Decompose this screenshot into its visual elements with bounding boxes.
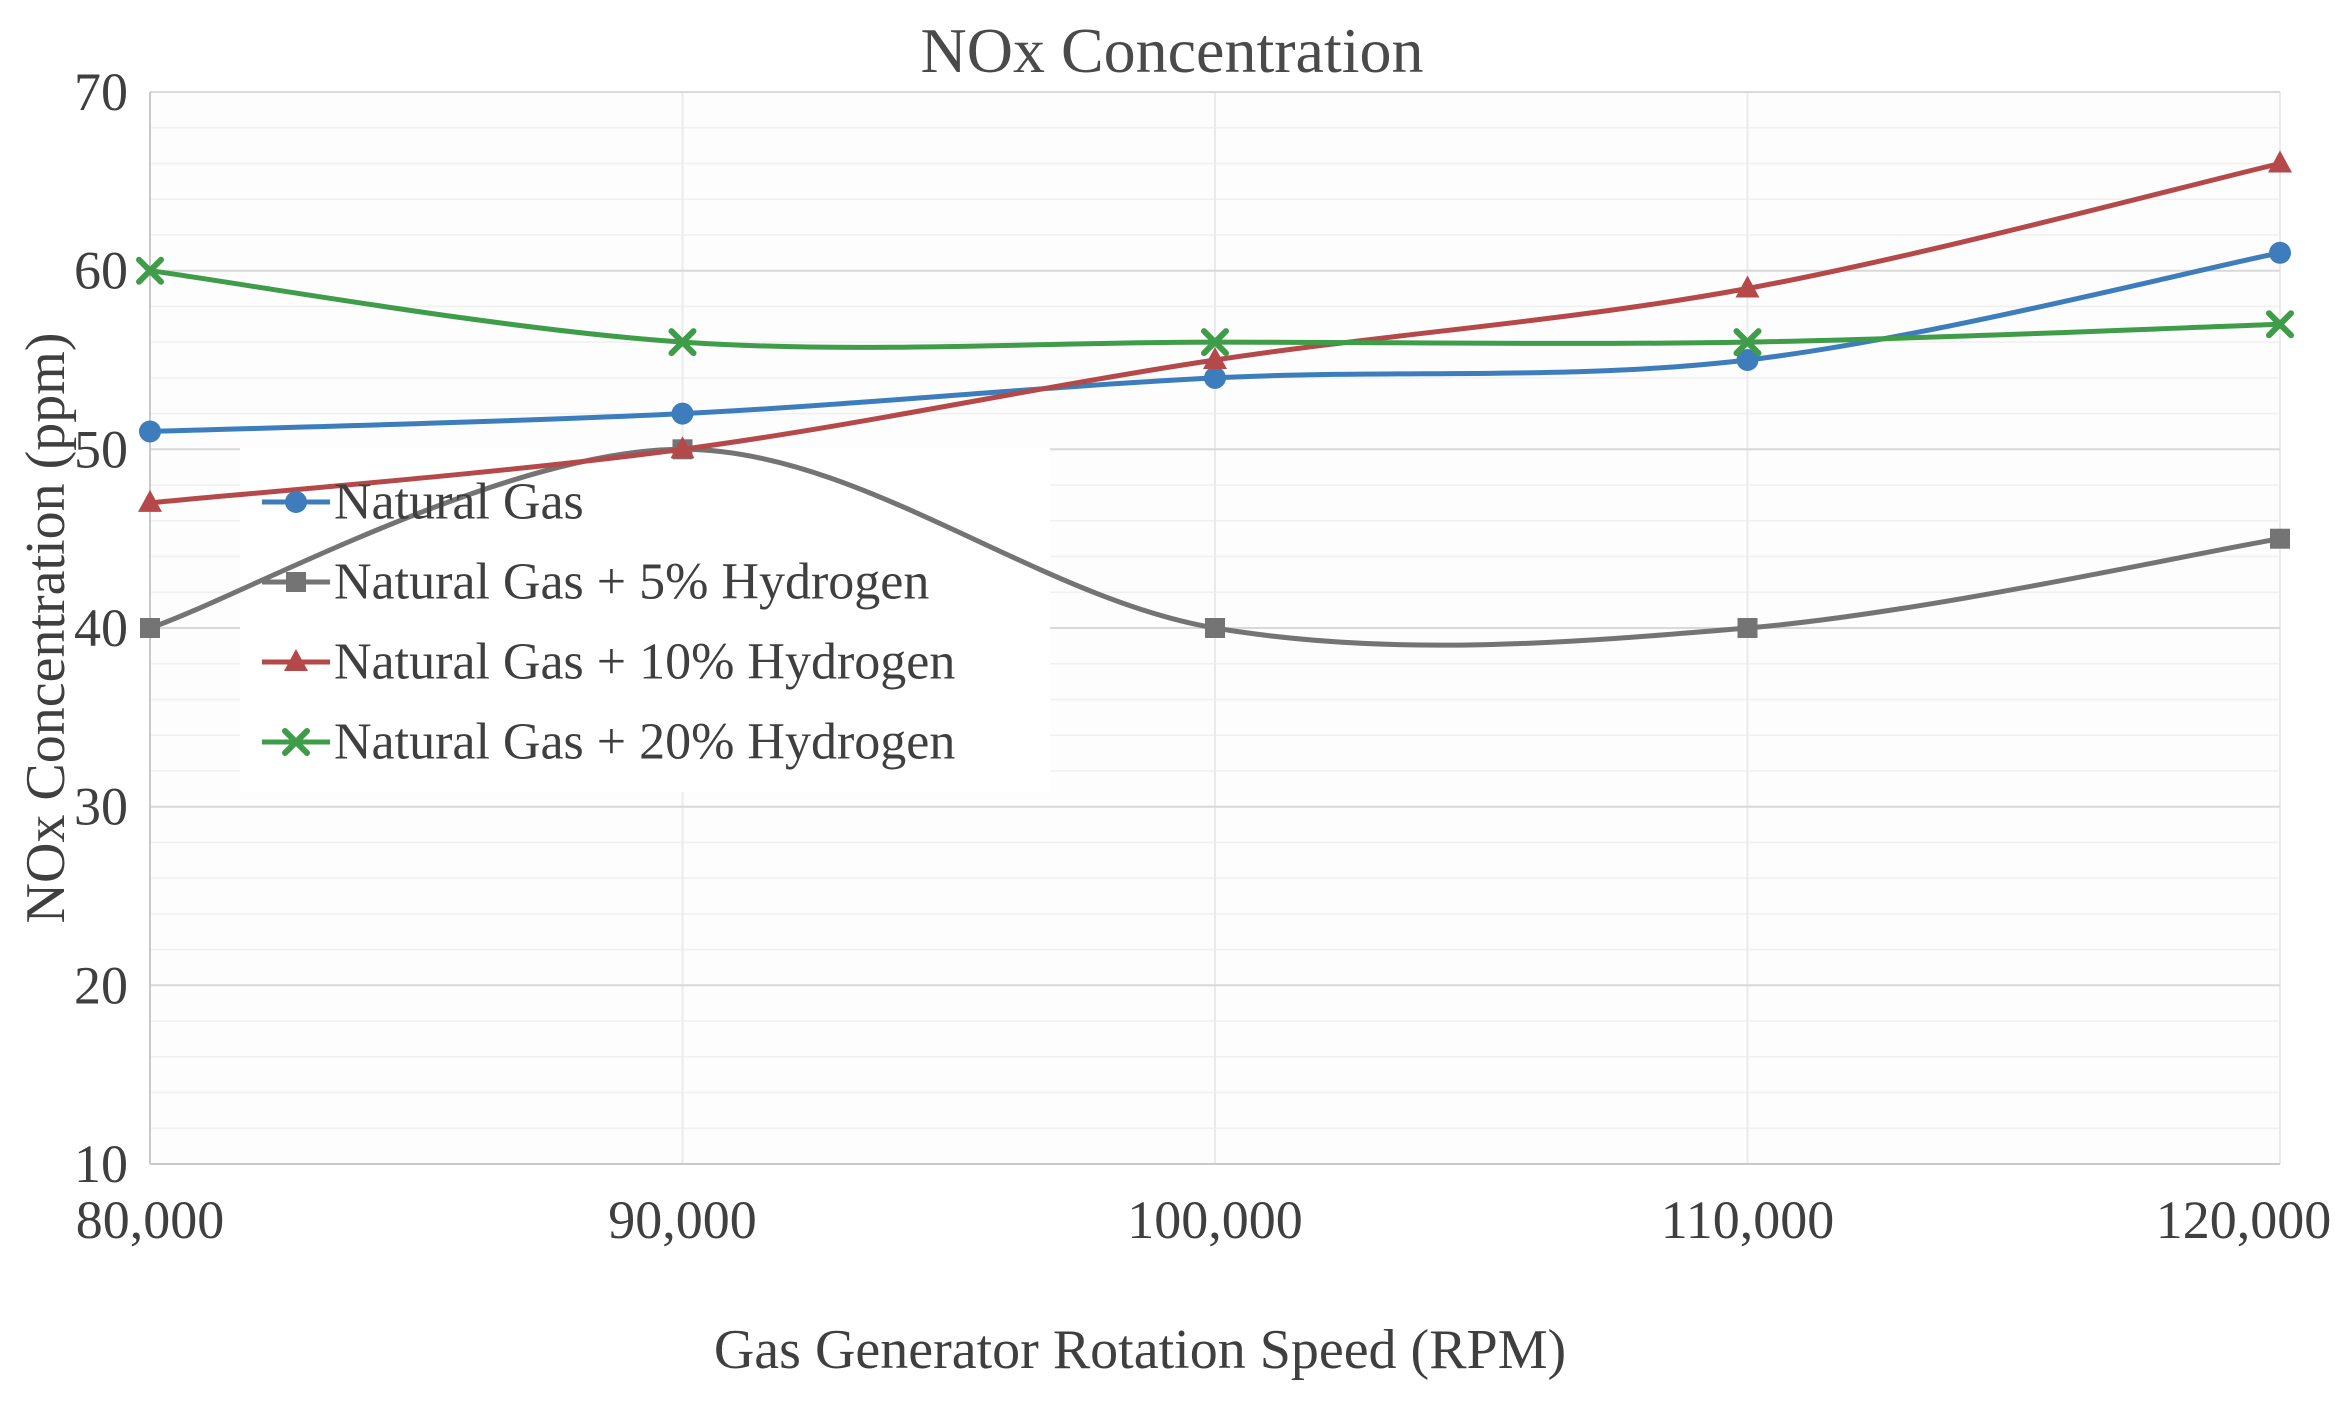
legend-item: Natural Gas + 20% Hydrogen — [262, 714, 955, 771]
legend-item: Natural Gas + 5% Hydrogen — [262, 554, 929, 611]
marker-circle — [1204, 366, 1226, 389]
marker-circle — [2269, 241, 2291, 264]
y-tick-label: 50 — [74, 419, 128, 479]
marker-square — [1737, 618, 1758, 638]
marker-triangle — [1735, 275, 1760, 298]
x-axis-title: Gas Generator Rotation Speed (RPM) — [713, 1319, 1567, 1381]
marker-x — [2266, 310, 2294, 339]
x-tick-label: 80,000 — [76, 1190, 225, 1250]
y-tick-label: 60 — [74, 241, 128, 301]
series-0 — [139, 241, 2291, 443]
marker-square — [2270, 528, 2290, 549]
marker-square — [1205, 618, 1225, 638]
marker-square — [140, 618, 160, 638]
y-tick-label: 10 — [74, 1134, 128, 1194]
series-3 — [136, 256, 2294, 357]
x-tick-label: 110,000 — [1661, 1190, 1835, 1250]
marker-x — [136, 256, 164, 285]
legend-box — [240, 448, 1050, 792]
x-tick-label: 90,000 — [608, 1190, 757, 1250]
y-tick-label: 20 — [74, 955, 128, 1015]
legend-item: Natural Gas + 10% Hydrogen — [262, 634, 955, 691]
legend-label: Natural Gas + 10% Hydrogen — [334, 634, 955, 691]
marker-circle — [285, 491, 307, 513]
marker-circle — [671, 402, 694, 425]
marker-circle — [1736, 349, 1759, 371]
marker-triangle — [670, 436, 695, 459]
marker-x — [1733, 328, 1762, 357]
marker-triangle — [1203, 347, 1227, 369]
series-2 — [138, 150, 2292, 512]
x-tick-label: 100,000 — [1127, 1190, 1303, 1250]
y-axis-title: NOx Concentration (ppm) — [15, 332, 77, 924]
y-tick-label: 30 — [74, 777, 128, 837]
marker-x — [282, 728, 310, 756]
marker-triangle — [284, 649, 308, 671]
legend-item: Natural Gas — [262, 474, 584, 531]
y-tick-label: 70 — [74, 62, 128, 122]
legend-label: Natural Gas + 20% Hydrogen — [334, 714, 955, 771]
chart-title: NOx Concentration — [920, 15, 1424, 86]
legend-label: Natural Gas + 5% Hydrogen — [334, 554, 929, 611]
marker-circle — [139, 420, 161, 443]
marker-x — [668, 328, 697, 357]
y-tick-label: 40 — [74, 598, 128, 658]
marker-x — [1201, 328, 1229, 357]
marker-square — [286, 572, 306, 592]
marker-triangle — [138, 489, 162, 512]
x-tick-label: 120,000 — [2156, 1190, 2332, 1250]
marker-triangle — [2268, 150, 2292, 173]
legend-label: Natural Gas — [334, 474, 584, 531]
